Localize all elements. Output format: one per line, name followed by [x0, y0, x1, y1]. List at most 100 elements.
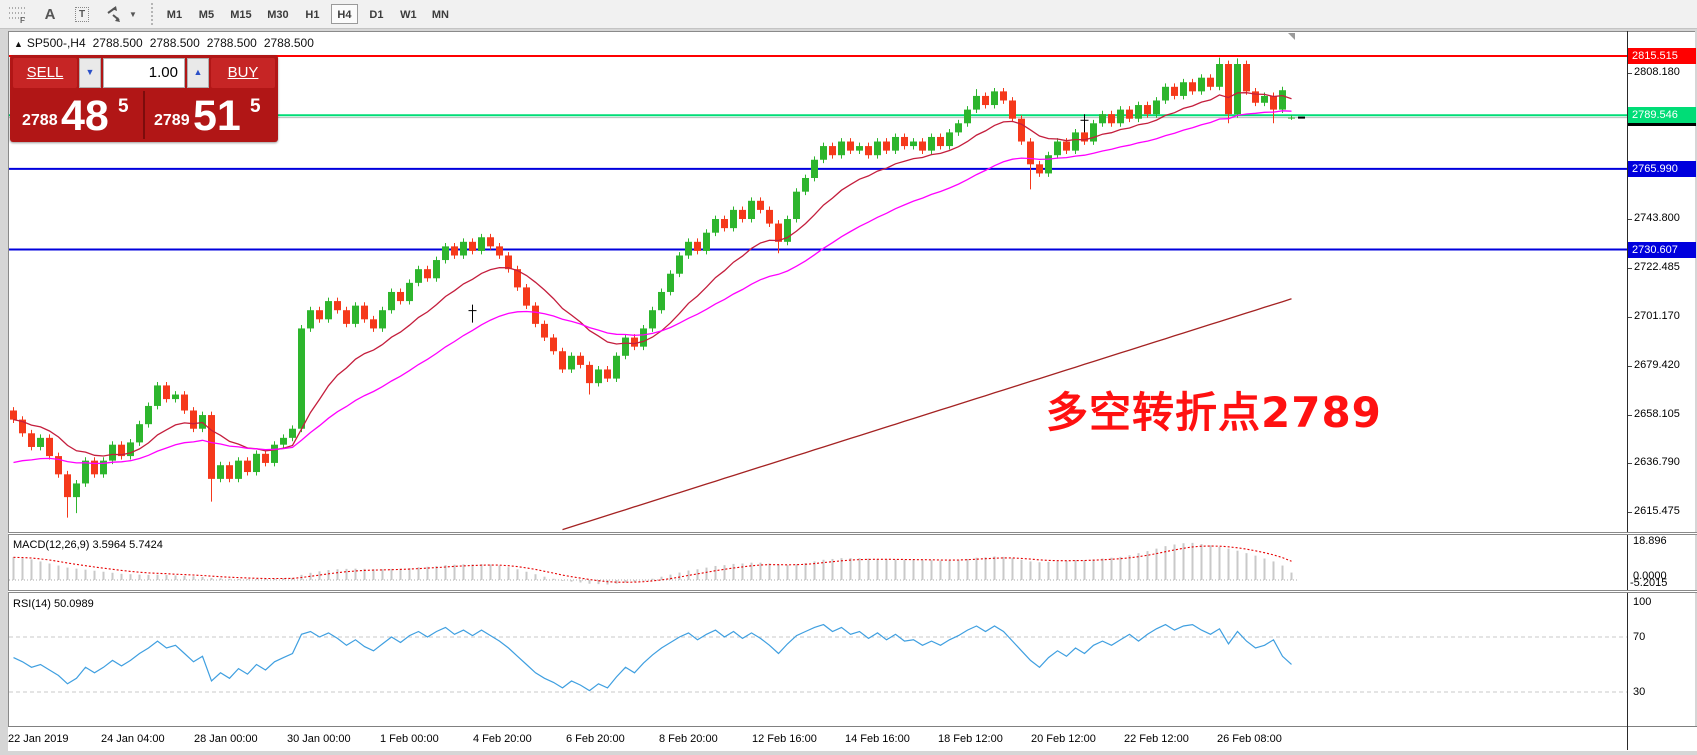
macd-histogram-bar: [129, 574, 132, 580]
macd-histogram-bar: [759, 562, 762, 580]
candle-body: [1108, 114, 1115, 124]
toolbar: F A T ▼ M1 M5 M15 M30 H1 H4 D1 W1 MN: [0, 0, 1697, 29]
timeframe-button-w1[interactable]: W1: [400, 9, 417, 21]
time-axis[interactable]: 22 Jan 2019 24 Jan 04:00 28 Jan 00:00 30 Ja…: [8, 726, 1697, 751]
macd-histogram-bar: [318, 571, 321, 580]
sell-price-sup: 5: [118, 96, 129, 117]
timeframe-button-h1[interactable]: H1: [305, 9, 320, 21]
macd-histogram-bar: [390, 568, 393, 580]
candle-body: [19, 419, 26, 434]
price-tick-dash: [1628, 72, 1632, 74]
candle-body: [1036, 164, 1043, 174]
macd-histogram-bar: [453, 564, 456, 580]
candle-body: [1243, 64, 1250, 92]
macd-histogram-bar: [1083, 560, 1086, 580]
macd-histogram-bar: [606, 580, 609, 585]
scroll-marker-icon[interactable]: [1288, 33, 1295, 40]
macd-histogram-bar: [30, 559, 33, 580]
candle-body: [496, 246, 503, 256]
quote-open: 2788.500: [92, 36, 143, 50]
macd-histogram-bar: [1209, 545, 1212, 580]
fibonacci-lines-icon[interactable]: F: [4, 2, 32, 26]
rsi-pane[interactable]: [9, 594, 1627, 725]
candle-body: [658, 291, 665, 311]
timeframe-button-m15[interactable]: M15: [230, 9, 252, 21]
candle-body: [766, 209, 773, 224]
candle-body: [946, 132, 953, 147]
main-chart-pane[interactable]: [9, 31, 1627, 533]
timeframe-button-d1[interactable]: D1: [369, 9, 384, 21]
candle-body: [55, 456, 62, 475]
macd-histogram-bar: [1182, 543, 1185, 580]
candle-body: [1018, 118, 1025, 142]
candle-body: [217, 465, 224, 479]
macd-histogram-bar: [921, 560, 924, 580]
volume-increase-button[interactable]: ▲: [187, 58, 209, 88]
price-tick-label: 2722.485: [1634, 261, 1680, 274]
time-axis-label: 1 Feb 00:00: [380, 733, 439, 745]
pane-separator-rsi[interactable]: [8, 590, 1697, 593]
macd-pane[interactable]: [9, 536, 1627, 590]
macd-histogram-bar: [363, 568, 366, 580]
arrow-tools-caret-icon[interactable]: ▼: [129, 9, 137, 19]
macd-histogram-bar: [192, 576, 195, 580]
macd-histogram-bar: [84, 569, 87, 580]
price-tick-label: 2679.420: [1634, 359, 1680, 372]
macd-histogram-bar: [336, 569, 339, 580]
text-tool-icon[interactable]: A: [44, 5, 56, 23]
buy-price-big: 51: [193, 92, 241, 140]
candle-body: [739, 209, 746, 220]
candle-body: [289, 428, 296, 438]
time-axis-label: 12 Feb 16:00: [752, 733, 817, 745]
macd-histogram-bar: [750, 562, 753, 580]
candle-body: [145, 405, 152, 425]
candle-body: [298, 328, 305, 429]
candle-body: [442, 246, 449, 261]
candle-body: [334, 301, 341, 311]
time-axis-label: 28 Jan 00:00: [194, 733, 258, 745]
macd-histogram-bar: [1092, 559, 1095, 580]
buy-price-display[interactable]: 2789 51 5: [145, 91, 275, 139]
candle-body: [991, 91, 998, 106]
macd-histogram-bar: [57, 565, 60, 580]
candle-body: [127, 442, 134, 457]
sell-price-display[interactable]: 2788 48 5: [13, 91, 145, 139]
candle-body: [10, 410, 17, 420]
candle-body: [874, 141, 881, 156]
quote-header: ▲ SP500-,H4 2788.500 2788.500 2788.500 2788.5…: [14, 36, 314, 50]
volume-input[interactable]: 1.00: [103, 58, 185, 88]
timeframe-button-h4[interactable]: H4: [330, 4, 358, 24]
rsi-level-100: 100: [1633, 596, 1652, 608]
candle-body: [541, 323, 548, 338]
price-tick-label: 2808.180: [1634, 65, 1680, 78]
candle-body: [370, 319, 377, 329]
candle-body: [1288, 117, 1295, 119]
pane-separator-macd[interactable]: [8, 532, 1697, 535]
timeframe-button-mn[interactable]: MN: [431, 9, 449, 21]
candle-body: [811, 159, 818, 178]
macd-histogram-bar: [588, 580, 591, 584]
candle-body: [1162, 86, 1169, 101]
macd-histogram-bar: [462, 564, 465, 580]
macd-histogram-bar: [435, 565, 438, 580]
volume-decrease-button[interactable]: ▼: [79, 58, 101, 88]
arrow-tools-icon[interactable]: [100, 2, 128, 26]
macd-histogram-bar: [156, 574, 159, 580]
text-label-tool-icon[interactable]: T: [68, 2, 96, 26]
macd-scale-min: -5.2015: [1630, 577, 1668, 589]
candle-body: [352, 305, 359, 324]
candle-body: [937, 136, 944, 147]
macd-histogram-bar: [408, 568, 411, 580]
macd-histogram-bar: [1110, 557, 1113, 580]
candle-body: [1207, 77, 1214, 87]
sell-button[interactable]: SELL: [13, 58, 77, 88]
time-axis-label: 30 Jan 00:00: [287, 733, 351, 745]
macd-histogram-bar: [291, 577, 294, 580]
macd-histogram-bar: [849, 558, 852, 580]
timeframe-button-m1[interactable]: M1: [166, 9, 183, 21]
timeframe-button-m5[interactable]: M5: [198, 9, 215, 21]
candle-body: [676, 255, 683, 274]
timeframe-button-m30[interactable]: M30: [267, 9, 289, 21]
sell-price-big: 48: [61, 92, 109, 140]
buy-button[interactable]: BUY: [211, 58, 275, 88]
